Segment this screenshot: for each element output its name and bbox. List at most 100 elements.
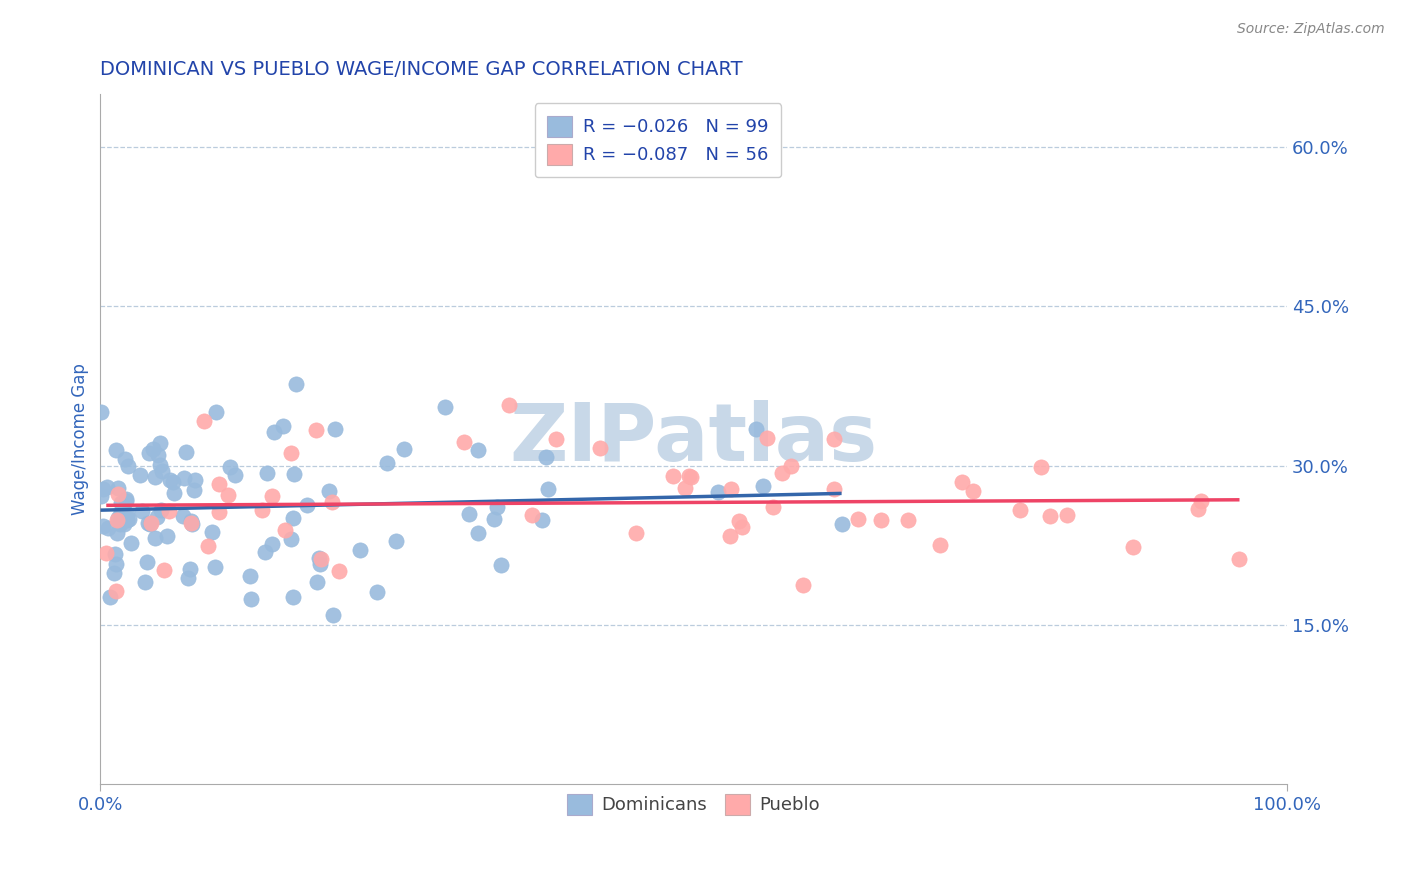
Dominicans [385, 534, 408, 549]
Dominicans [392, 442, 415, 457]
Dominicans [176, 571, 198, 585]
Pueblo [823, 483, 845, 497]
Dominicans [295, 498, 318, 512]
Dominicans [110, 495, 132, 509]
Dominicans [108, 514, 131, 528]
Dominicans [97, 521, 120, 535]
Pueblo [1029, 460, 1052, 475]
Dominicans [117, 459, 139, 474]
Pueblo [762, 500, 785, 514]
Dominicans [458, 508, 481, 522]
Pueblo [1122, 541, 1144, 555]
Dominicans [256, 467, 278, 481]
Pueblo [589, 442, 612, 456]
Pueblo [1187, 501, 1209, 516]
Pueblo [280, 446, 302, 460]
Dominicans [752, 478, 775, 492]
Pueblo [546, 433, 568, 447]
Dominicans [219, 460, 242, 475]
Dominicans [706, 485, 728, 500]
Pueblo [731, 520, 754, 534]
Dominicans [114, 494, 136, 508]
Pueblo [453, 435, 475, 450]
Dominicans [91, 482, 114, 496]
Dominicans [90, 404, 112, 418]
Pueblo [1039, 508, 1062, 523]
Pueblo [1010, 502, 1032, 516]
Pueblo [498, 398, 520, 412]
Pueblo [139, 516, 162, 531]
Dominicans [263, 425, 285, 440]
Dominicans [308, 550, 330, 565]
Dominicans [138, 446, 160, 460]
Dominicans [349, 543, 371, 558]
Dominicans [163, 485, 186, 500]
Dominicans [143, 531, 166, 545]
Pueblo [208, 505, 231, 519]
Dominicans [149, 458, 172, 473]
Dominicans [136, 516, 159, 531]
Pueblo [328, 564, 350, 578]
Pueblo [1229, 551, 1251, 566]
Dominicans [89, 489, 111, 503]
Pueblo [720, 482, 742, 496]
Dominicans [283, 467, 305, 481]
Pueblo [153, 563, 176, 577]
Pueblo [197, 539, 219, 553]
Y-axis label: Wage/Income Gap: Wage/Income Gap [72, 363, 89, 516]
Dominicans [128, 468, 150, 483]
Dominicans [534, 450, 557, 464]
Pueblo [950, 475, 973, 489]
Pueblo [520, 508, 543, 522]
Dominicans [204, 560, 226, 574]
Dominicans [138, 516, 160, 531]
Dominicans [105, 442, 128, 457]
Pueblo [846, 512, 869, 526]
Dominicans [183, 483, 205, 498]
Dominicans [131, 504, 153, 518]
Pueblo [107, 487, 129, 501]
Pueblo [792, 578, 814, 592]
Dominicans [115, 508, 138, 522]
Pueblo [897, 512, 920, 526]
Dominicans [482, 512, 505, 526]
Pueblo [107, 513, 129, 527]
Dominicans [831, 517, 853, 532]
Text: DOMINICAN VS PUEBLO WAGE/INCOME GAP CORRELATION CHART: DOMINICAN VS PUEBLO WAGE/INCOME GAP CORR… [100, 60, 742, 78]
Dominicans [180, 516, 202, 531]
Dominicans [433, 400, 456, 414]
Dominicans [96, 480, 118, 494]
Dominicans [172, 508, 194, 523]
Dominicans [117, 512, 139, 526]
Pueblo [779, 459, 801, 474]
Pueblo [678, 469, 700, 483]
Legend: Dominicans, Pueblo: Dominicans, Pueblo [558, 785, 830, 823]
Dominicans [260, 537, 283, 551]
Dominicans [150, 464, 173, 478]
Dominicans [271, 418, 294, 433]
Pueblo [718, 529, 741, 543]
Dominicans [162, 475, 184, 490]
Dominicans [281, 590, 304, 604]
Dominicans [366, 585, 388, 599]
Dominicans [91, 519, 114, 533]
Pueblo [321, 494, 343, 508]
Dominicans [104, 547, 127, 561]
Dominicans [305, 574, 328, 589]
Dominicans [180, 514, 202, 528]
Pueblo [274, 523, 297, 537]
Pueblo [305, 423, 328, 437]
Dominicans [283, 511, 305, 525]
Dominicans [467, 442, 489, 457]
Dominicans [239, 569, 262, 583]
Dominicans [156, 529, 179, 543]
Pueblo [661, 469, 683, 483]
Dominicans [142, 442, 165, 456]
Dominicans [322, 608, 344, 623]
Dominicans [173, 471, 195, 485]
Dominicans [105, 525, 128, 540]
Pueblo [770, 467, 793, 481]
Dominicans [489, 558, 512, 572]
Dominicans [240, 591, 263, 606]
Dominicans [205, 405, 228, 419]
